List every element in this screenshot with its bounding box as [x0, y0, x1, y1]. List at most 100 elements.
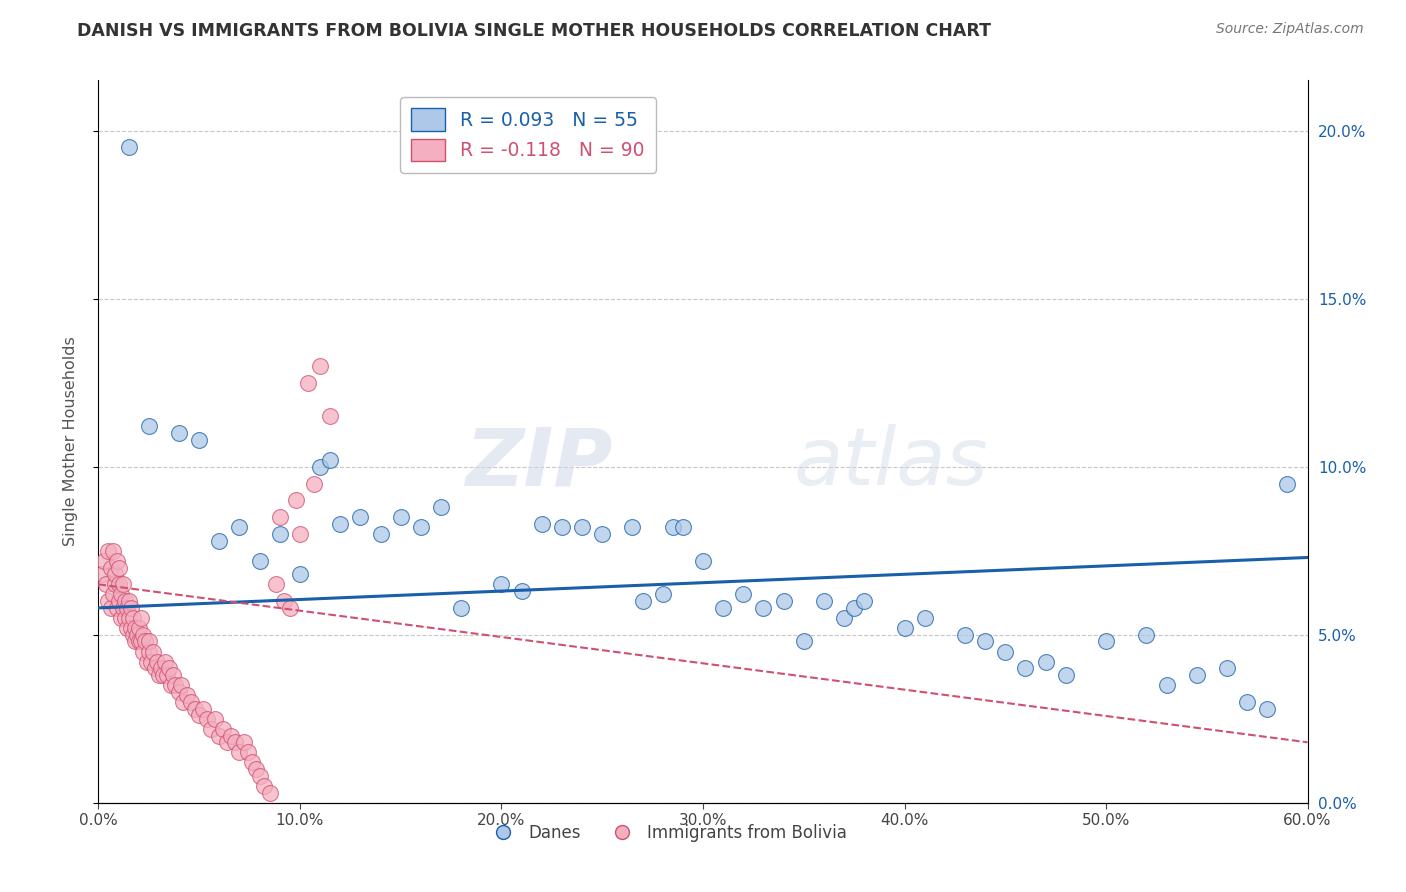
Point [813, 594, 835, 608]
Point [1256, 702, 1278, 716]
Point [103, 577, 125, 591]
Point [1014, 661, 1036, 675]
Point [149, 661, 172, 675]
Point [121, 628, 143, 642]
Point [120, 621, 142, 635]
Point [157, 661, 180, 675]
Point [288, 567, 311, 582]
Point [430, 500, 453, 514]
Point [118, 611, 141, 625]
Point [651, 587, 673, 601]
Point [107, 577, 129, 591]
Point [120, 600, 142, 615]
Point [329, 516, 352, 531]
Point [101, 587, 124, 601]
Legend: Danes, Immigrants from Bolivia: Danes, Immigrants from Bolivia [479, 817, 853, 848]
Point [409, 520, 432, 534]
Point [953, 628, 976, 642]
Text: ZIP: ZIP [465, 425, 613, 502]
Text: atlas: atlas [793, 425, 988, 502]
Point [91, 567, 114, 582]
Point [692, 554, 714, 568]
Point [125, 628, 148, 642]
Point [139, 655, 162, 669]
Point [1277, 476, 1299, 491]
Point [152, 668, 174, 682]
Point [259, 786, 281, 800]
Point [288, 527, 311, 541]
Point [309, 359, 332, 373]
Point [224, 735, 246, 749]
Point [621, 520, 644, 534]
Point [167, 426, 190, 441]
Point [319, 409, 342, 424]
Point [491, 577, 513, 591]
Point [180, 695, 202, 709]
Point [893, 621, 915, 635]
Point [249, 769, 271, 783]
Point [114, 611, 136, 625]
Point [118, 594, 141, 608]
Point [711, 600, 734, 615]
Point [124, 634, 146, 648]
Point [571, 520, 593, 534]
Point [118, 140, 141, 154]
Point [319, 453, 342, 467]
Point [114, 594, 136, 608]
Point [232, 735, 254, 749]
Point [249, 554, 271, 568]
Point [510, 584, 533, 599]
Point [208, 533, 231, 548]
Point [143, 661, 166, 675]
Point [309, 459, 332, 474]
Point [853, 594, 876, 608]
Point [832, 611, 855, 625]
Point [273, 594, 295, 608]
Point [1135, 628, 1157, 642]
Point [221, 729, 243, 743]
Point [1236, 695, 1258, 709]
Point [172, 695, 194, 709]
Point [661, 520, 683, 534]
Point [193, 702, 215, 716]
Point [129, 611, 152, 625]
Point [105, 600, 128, 615]
Point [163, 678, 186, 692]
Point [974, 634, 997, 648]
Point [156, 668, 179, 682]
Point [107, 594, 129, 608]
Point [100, 600, 122, 615]
Point [914, 611, 936, 625]
Point [111, 600, 134, 615]
Point [672, 520, 695, 534]
Point [138, 419, 160, 434]
Point [132, 628, 155, 642]
Point [121, 611, 143, 625]
Point [188, 708, 211, 723]
Point [115, 600, 138, 615]
Point [134, 634, 156, 648]
Point [200, 722, 222, 736]
Point [93, 554, 115, 568]
Point [146, 655, 169, 669]
Point [228, 520, 250, 534]
Point [245, 762, 267, 776]
Point [100, 560, 122, 574]
Point [195, 712, 218, 726]
Point [302, 476, 325, 491]
Point [115, 621, 138, 635]
Point [1156, 678, 1178, 692]
Point [228, 745, 250, 759]
Point [450, 600, 472, 615]
Point [96, 577, 118, 591]
Point [253, 779, 276, 793]
Point [129, 634, 152, 648]
Point [278, 600, 301, 615]
Point [284, 493, 307, 508]
Point [128, 634, 150, 648]
Point [349, 510, 371, 524]
Point [994, 644, 1017, 658]
Point [128, 621, 150, 635]
Point [124, 621, 146, 635]
Point [772, 594, 794, 608]
